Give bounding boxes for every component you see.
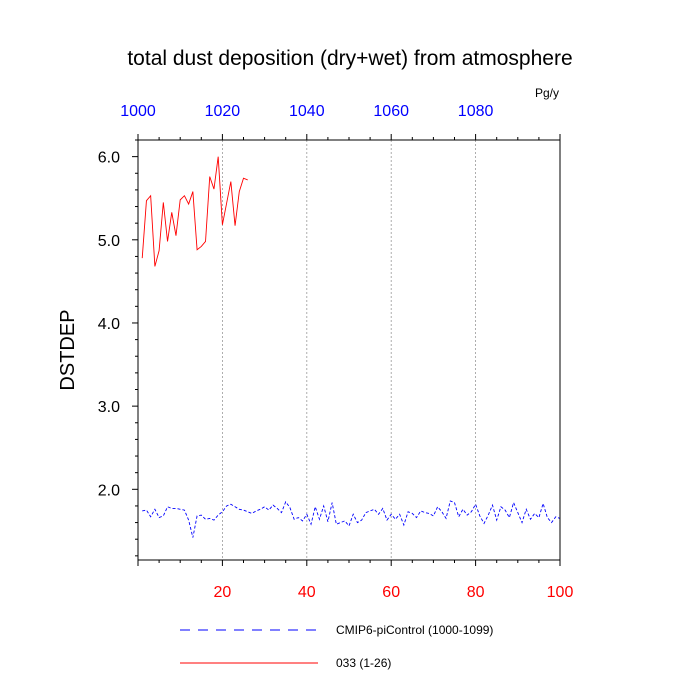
legend: CMIP6-piControl (1000-1099) 033 (1-26)	[180, 623, 493, 670]
series-lines	[141, 156, 561, 538]
series-line-1	[142, 500, 561, 538]
y-tick-label: 4.0	[98, 316, 120, 333]
x-top-tick-label: 1000	[120, 103, 156, 120]
y-tick-label: 3.0	[98, 399, 120, 416]
units-label: Pg/y	[535, 86, 559, 100]
axis-ticks: 2.0 3.0 4.0 5.0 6.0 20 40 60 80 100 1000 1020 1040 10…	[98, 103, 574, 601]
x-top-tick-label: 1060	[373, 103, 409, 120]
x-top-tick-label: 1080	[458, 103, 494, 120]
legend-label: CMIP6-piControl (1000-1099)	[336, 623, 493, 637]
grid-lines	[221, 140, 477, 560]
y-tick-label: 6.0	[98, 150, 120, 167]
series-line-2	[141, 156, 248, 267]
y-tick-label: 2.0	[98, 482, 120, 499]
x-bottom-tick-label: 60	[382, 584, 400, 601]
x-bottom-tick-label: 100	[547, 584, 574, 601]
legend-label: 033 (1-26)	[336, 656, 391, 670]
plot-frame	[137, 139, 561, 561]
y-axis-label: DSTDEP	[57, 309, 79, 390]
x-bottom-tick-label: 40	[298, 584, 316, 601]
x-bottom-tick-label: 80	[467, 584, 485, 601]
x-top-tick-label: 1040	[289, 103, 325, 120]
y-tick-label: 5.0	[98, 233, 120, 250]
x-top-tick-label: 1020	[205, 103, 241, 120]
chart-title: total dust deposition (dry+wet) from atm…	[127, 47, 572, 70]
x-bottom-tick-label: 20	[214, 584, 232, 601]
